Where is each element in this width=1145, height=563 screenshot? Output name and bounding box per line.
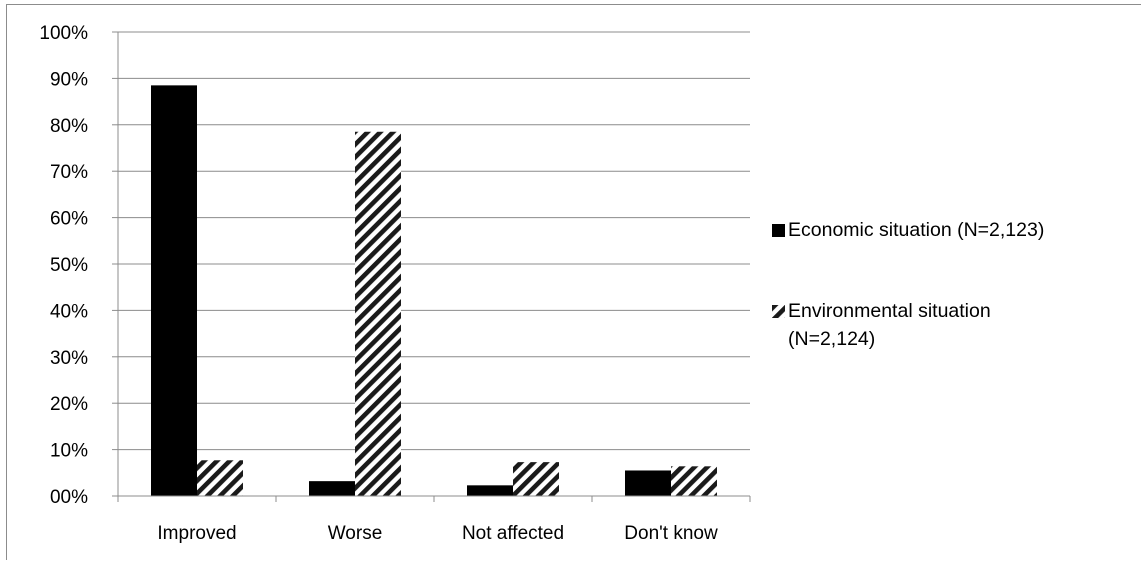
bar-environmental-1 [355, 131, 401, 496]
bar-economic-1 [309, 481, 355, 496]
y-tick-label: 10% [50, 441, 88, 462]
y-tick-label: 20% [50, 394, 88, 415]
x-tick-label: Improved [157, 523, 236, 544]
axes [112, 31, 751, 502]
y-tick-label: 00% [50, 487, 88, 508]
legend-item-environmental: Environmental situation (N=2,124) [772, 297, 1048, 353]
bar-economic-0 [151, 85, 197, 497]
legend-item-economic: Economic situation (N=2,123) [772, 216, 1118, 244]
y-tick-label: 40% [50, 301, 88, 322]
bar-environmental-2 [513, 462, 559, 496]
y-tick-label: 60% [50, 209, 88, 230]
x-tick-label: Not affected [462, 523, 564, 544]
legend-label-economic: Economic situation (N=2,123) [788, 219, 1045, 241]
x-tick-label: Worse [328, 523, 383, 544]
y-tick-label: 50% [50, 255, 88, 276]
y-tick-labels: 00% 10% 20% 30% 40% 50% 60% 70% 80% 90% 100% [39, 23, 88, 508]
bar-economic-3 [625, 470, 671, 496]
legend-swatch-environmental [772, 305, 785, 318]
y-tick-label: 100% [39, 23, 88, 44]
chart-frame [6, 4, 1141, 560]
legend-swatch-economic [772, 224, 785, 237]
bar-environmental-0 [197, 460, 243, 496]
y-tick-label: 70% [50, 162, 88, 183]
bars [151, 85, 717, 497]
legend-label-environmental: Environmental situation (N=2,124) [788, 300, 991, 350]
x-tick-labels: Improved Worse Not affected Don't know [157, 523, 718, 544]
x-tick-label: Don't know [624, 523, 718, 544]
y-tick-label: 30% [50, 348, 88, 369]
bar-environmental-3 [671, 466, 717, 496]
gridlines [118, 31, 750, 451]
bar-economic-2 [467, 485, 513, 496]
y-tick-label: 80% [50, 116, 88, 137]
y-tick-label: 90% [50, 69, 88, 90]
